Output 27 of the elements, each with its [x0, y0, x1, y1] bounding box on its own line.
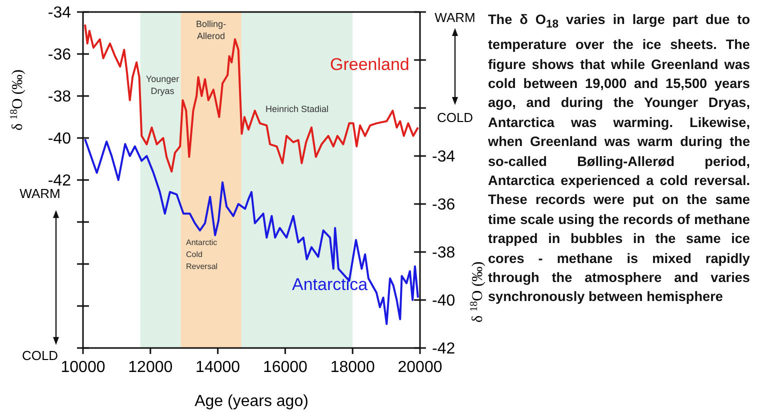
- y2-tick-label: -40: [432, 292, 456, 310]
- series-label: Antarctica: [292, 275, 368, 294]
- text: Greenland: [330, 55, 410, 74]
- band-label: Heinrich Stadial: [265, 104, 329, 114]
- band-label: Bolling-Allerod: [196, 19, 226, 41]
- y2-tick-label: -42: [432, 340, 456, 358]
- line-series: [84, 138, 419, 325]
- y2-tick-label: -36: [432, 196, 456, 214]
- text: COLD: [22, 348, 58, 363]
- x-tick-label: 12000: [128, 359, 173, 376]
- x-axis-title: Age (years ago): [194, 393, 308, 410]
- y-tick-label: -36: [48, 46, 72, 64]
- x-tick-label: 14000: [196, 359, 240, 376]
- x-tick-label: 10000: [60, 359, 106, 376]
- y-tick-label: -34: [48, 4, 72, 22]
- band-label: Younger Dryas: [146, 74, 180, 96]
- text: The δ O$_{18}$ varies in large part due to temperature over the ice sheets. The figure shows that while Greenland was cold between 19,000 and 15,500 years ago, and during the Younger Dryas, Antarctica was warming. Likewise, when Greenland was warm during the so-called Bølling-Allerød period, Antarctica experienced a cold reversal. These records were put on the same time scale using the records of methane trapped in bubbles in the same ice cores - methane is mixed rapidly through the atmosphere and varies synchronously between hemisphere: [488, 12, 750, 304]
- annotation: Antarctic Cold Reversal: [186, 238, 218, 271]
- text: COLD: [436, 110, 474, 125]
- x-tick-label: 20000: [398, 359, 442, 376]
- x-tick-label: 16000: [262, 359, 308, 376]
- y-tick-label: -38: [48, 88, 72, 106]
- y2-tick-label: -38: [432, 244, 456, 262]
- y2-tick-label: -34: [432, 148, 456, 166]
- text: WARM: [434, 10, 476, 25]
- y-tick-label: -40: [48, 130, 72, 148]
- x-tick-label: 18000: [330, 359, 375, 376]
